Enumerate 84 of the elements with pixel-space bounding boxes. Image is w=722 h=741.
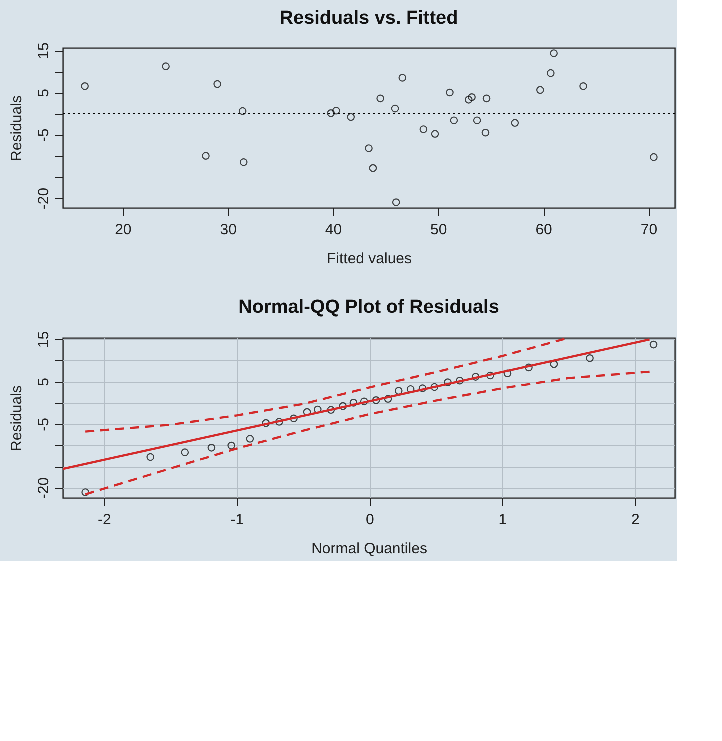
point xyxy=(468,93,476,102)
y-tick-label: 5 xyxy=(36,378,52,386)
point xyxy=(472,373,480,381)
point xyxy=(547,69,555,78)
point xyxy=(339,402,348,410)
point xyxy=(275,418,284,426)
line-series xyxy=(84,370,651,496)
point xyxy=(372,396,380,404)
y-tick-label: 5 xyxy=(36,89,52,98)
point xyxy=(431,130,440,138)
point xyxy=(360,398,368,406)
point xyxy=(430,383,439,392)
point xyxy=(262,419,270,428)
point xyxy=(392,198,400,206)
point xyxy=(580,82,588,90)
point xyxy=(208,444,216,452)
x-tick-label: 50 xyxy=(430,222,448,238)
point xyxy=(446,88,454,97)
x-tick-label: 40 xyxy=(325,222,342,238)
point xyxy=(365,144,373,152)
point xyxy=(456,376,464,385)
point xyxy=(398,74,407,82)
point xyxy=(444,378,452,386)
point xyxy=(525,364,533,372)
point xyxy=(290,414,298,423)
y-tick-label: -20 xyxy=(36,188,52,210)
point xyxy=(181,448,190,456)
x-axis-title: Fitted values xyxy=(326,250,412,268)
point xyxy=(650,340,658,349)
x-tick-label: 2 xyxy=(632,512,640,528)
y-tick-label: 15 xyxy=(36,42,52,60)
point xyxy=(240,158,248,166)
x-tick-label: -2 xyxy=(98,512,112,528)
point xyxy=(369,164,378,172)
point xyxy=(464,96,473,104)
x-tick-label: 60 xyxy=(536,222,552,238)
point xyxy=(482,128,490,137)
point xyxy=(650,153,658,162)
chart-title: Normal-QQ Plot of Residuals xyxy=(238,296,500,318)
point xyxy=(376,94,384,103)
point xyxy=(486,372,494,380)
point xyxy=(228,442,236,450)
point xyxy=(536,86,544,94)
point xyxy=(246,435,254,443)
point xyxy=(384,395,392,404)
point xyxy=(504,370,512,378)
point xyxy=(391,104,400,113)
point xyxy=(81,82,89,90)
x-axis-title: Normal Quantiles xyxy=(312,540,428,558)
x-tick-label: 1 xyxy=(498,512,508,528)
point xyxy=(332,107,340,115)
x-tick-label: 0 xyxy=(366,512,374,528)
point xyxy=(202,152,210,160)
y-tick-label: -20 xyxy=(36,477,52,500)
y-axis-title: Residuals xyxy=(8,386,26,452)
y-axis-title: Residuals xyxy=(8,96,26,162)
point xyxy=(511,119,520,128)
point xyxy=(327,406,336,414)
y-tick-label: -5 xyxy=(36,418,52,432)
point xyxy=(550,50,558,58)
point xyxy=(550,360,558,368)
y-tick-label: -5 xyxy=(36,128,52,142)
x-tick-label: 30 xyxy=(220,222,237,238)
point xyxy=(586,354,594,362)
point xyxy=(327,110,336,118)
point xyxy=(214,80,222,88)
point xyxy=(418,384,427,392)
x-tick-label: -1 xyxy=(230,512,244,528)
point xyxy=(350,399,358,407)
x-tick-label: 70 xyxy=(640,222,658,238)
point xyxy=(420,126,428,134)
point xyxy=(482,94,491,103)
point xyxy=(146,453,155,462)
point xyxy=(450,116,458,125)
point xyxy=(347,113,356,122)
chart-title: Residuals vs. Fitted xyxy=(280,8,458,30)
point xyxy=(238,107,247,116)
point xyxy=(394,387,403,395)
x-tick-label: 20 xyxy=(115,222,132,238)
point xyxy=(162,62,170,70)
point xyxy=(473,116,482,125)
line-series xyxy=(84,338,568,433)
point xyxy=(82,488,90,496)
y-tick-label: 15 xyxy=(36,331,52,348)
